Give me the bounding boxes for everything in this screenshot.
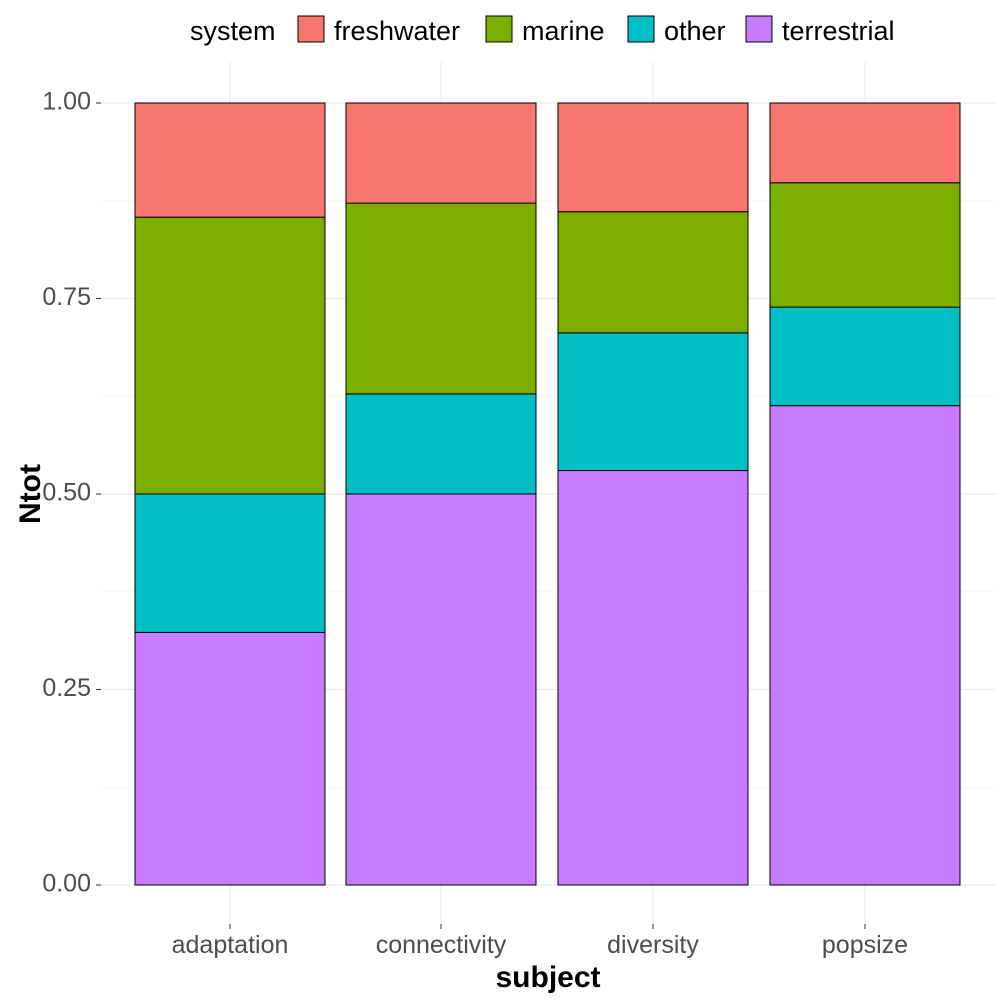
x-tick-label: adaptation xyxy=(172,931,289,959)
bar-connectivity-freshwater xyxy=(345,102,537,204)
bars xyxy=(134,102,961,886)
y-tick-label: 1.00 xyxy=(42,88,91,116)
legend: system freshwater marine other terrestrial xyxy=(190,15,895,46)
bar-popsize-freshwater xyxy=(769,102,961,184)
bar-connectivity-other xyxy=(345,393,537,495)
y-tick-label: 0.25 xyxy=(42,674,91,702)
y-tick-label: 0.75 xyxy=(42,283,91,311)
x-tick-label: diversity xyxy=(607,931,699,959)
legend-key-other xyxy=(627,15,655,43)
legend-key-freshwater xyxy=(297,15,325,43)
bar-popsize-other xyxy=(769,306,961,407)
legend-key-marine xyxy=(485,15,513,43)
legend-label-marine: marine xyxy=(522,16,605,46)
legend-key-terrestrial xyxy=(745,15,773,43)
bar-adaptation-other xyxy=(134,493,326,633)
legend-label-other: other xyxy=(664,16,726,46)
bar-diversity-terrestrial xyxy=(557,470,749,886)
bar-adaptation-marine xyxy=(134,216,326,495)
x-tick-label: connectivity xyxy=(376,931,507,959)
bar-connectivity-terrestrial xyxy=(345,493,537,886)
x-axis: adaptation connectivity diversity popsize xyxy=(172,924,908,959)
y-axis: 0.00 0.25 0.50 0.75 1.00 xyxy=(42,88,101,898)
legend-label-terrestrial: terrestrial xyxy=(782,16,895,46)
x-tick-label: popsize xyxy=(822,931,908,959)
bar-adaptation-terrestrial xyxy=(134,631,326,886)
bar-diversity-freshwater xyxy=(557,102,749,213)
bar-diversity-other xyxy=(557,332,749,472)
legend-label-freshwater: freshwater xyxy=(334,16,460,46)
bar-diversity-marine xyxy=(557,211,749,334)
y-tick-label: 0.50 xyxy=(42,479,91,507)
bar-popsize-marine xyxy=(769,182,961,308)
bar-popsize-terrestrial xyxy=(769,405,961,886)
x-axis-title: subject xyxy=(495,961,600,994)
y-axis-title: Ntot xyxy=(14,464,47,524)
bar-connectivity-marine xyxy=(345,202,537,395)
y-tick-label: 0.00 xyxy=(42,870,91,898)
bar-adaptation-freshwater xyxy=(134,102,326,218)
legend-title: system xyxy=(190,16,276,46)
